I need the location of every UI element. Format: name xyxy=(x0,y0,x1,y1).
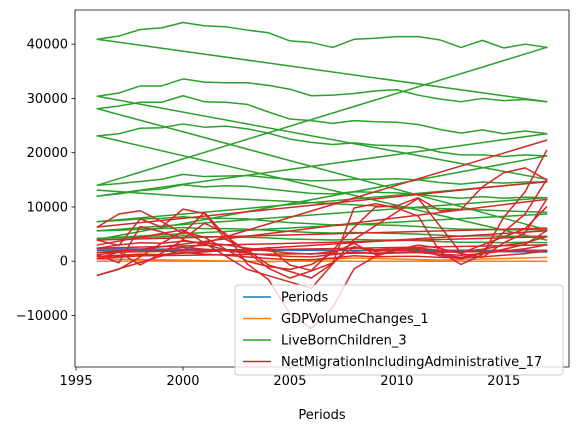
series-line xyxy=(96,123,548,158)
series-line xyxy=(96,149,548,279)
series-line xyxy=(96,167,548,272)
legend-entry-label: GDPVolumeChanges_1 xyxy=(281,312,429,327)
series-line xyxy=(96,95,548,181)
series-line xyxy=(96,180,548,228)
y-tick-label: 0 xyxy=(60,255,68,270)
series-line xyxy=(96,236,548,249)
series-line xyxy=(96,189,548,214)
series-line xyxy=(96,244,548,254)
x-tick-label: 1995 xyxy=(60,374,93,389)
series-line xyxy=(96,132,548,197)
series-line xyxy=(96,213,548,240)
legend: Periods GDPVolumeChanges_1 LiveBornChildre… xyxy=(234,284,564,376)
series-layer xyxy=(96,21,548,330)
series-line xyxy=(96,139,548,277)
series-line xyxy=(96,250,548,258)
series-line xyxy=(96,21,548,49)
series-line xyxy=(96,244,548,258)
legend-entry-label: Periods xyxy=(281,291,329,306)
y-tick-label: 20000 xyxy=(27,146,68,161)
x-axis-label: Periods xyxy=(298,408,346,423)
x-tick-label: 2005 xyxy=(273,374,306,389)
legend-box xyxy=(234,284,564,376)
series-line xyxy=(96,197,548,290)
y-tick-label: −10000 xyxy=(16,309,68,324)
series-line xyxy=(96,235,548,255)
x-tick-label: 2000 xyxy=(166,374,199,389)
series-line xyxy=(96,94,548,135)
y-tick-label: 40000 xyxy=(27,38,68,53)
series-line xyxy=(96,78,548,103)
series-line xyxy=(96,173,548,187)
series-line xyxy=(96,46,548,187)
series-line xyxy=(96,250,548,261)
legend-entry-label: NetMigrationIncludingAdministrative_17 xyxy=(281,355,542,370)
series-line xyxy=(96,234,548,244)
series-line xyxy=(96,134,548,241)
series-line xyxy=(96,227,548,241)
x-tick-label: 2010 xyxy=(380,374,413,389)
series-line xyxy=(96,198,548,256)
series-line xyxy=(96,155,548,241)
y-tick-label: 30000 xyxy=(27,92,68,107)
y-tick-label: 10000 xyxy=(27,200,68,215)
legend-entry-label: LiveBornChildren_3 xyxy=(281,334,407,349)
x-tick-label: 2015 xyxy=(487,374,520,389)
series-line xyxy=(96,38,548,103)
